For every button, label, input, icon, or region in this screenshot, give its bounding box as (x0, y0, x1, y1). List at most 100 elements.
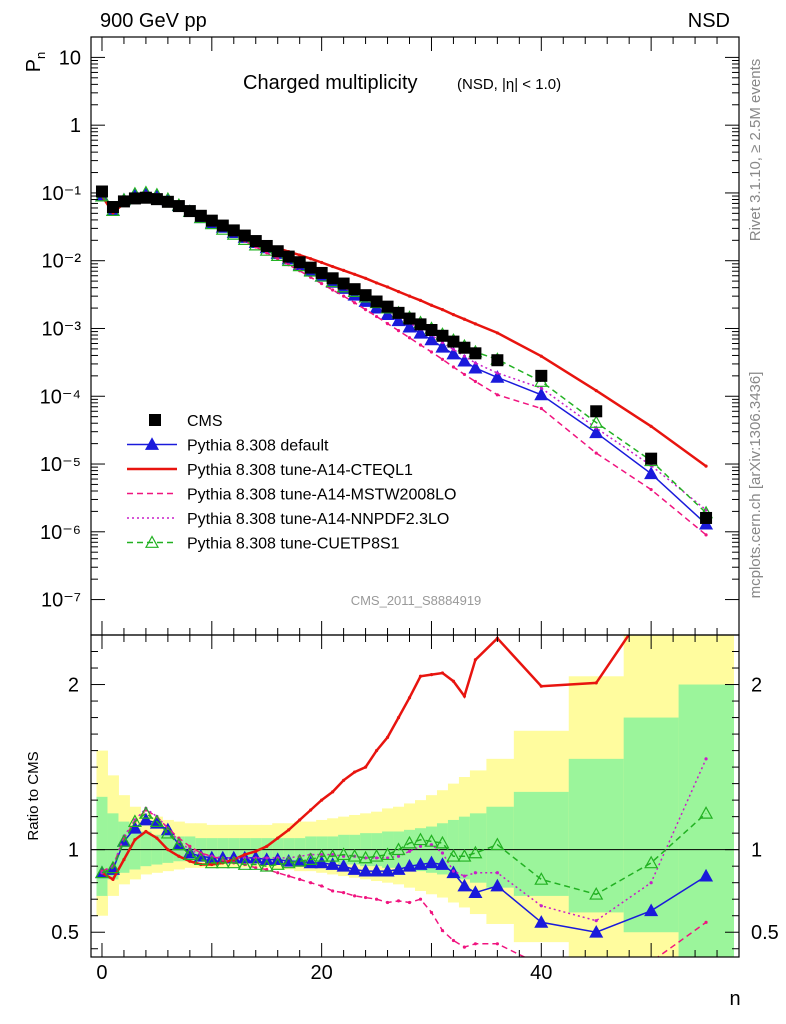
ratio-point (396, 854, 401, 858)
cms-data-point (370, 295, 383, 308)
ratio-point (594, 681, 598, 685)
inner-band-bin (96, 796, 108, 896)
ratio-point (276, 871, 280, 875)
cms-data-point (139, 191, 152, 204)
cms-data-point (271, 245, 284, 258)
ratio-point (210, 862, 214, 867)
data-point (298, 253, 302, 257)
cms-data-point (436, 329, 449, 342)
data-point (589, 415, 604, 428)
ratio-point (380, 863, 395, 877)
y-tick-label: 10⁻¹ (42, 183, 82, 205)
legend-label: Pythia 8.308 tune-A14-CTEQL1 (187, 462, 413, 479)
ratio-point (462, 694, 467, 698)
legend-item-pythia-8-308-default: Pythia 8.308 default (127, 437, 329, 455)
ratio-point (429, 843, 434, 847)
ratio-point (325, 849, 340, 862)
inner-band-bin (623, 717, 680, 933)
data-point (320, 281, 324, 286)
ratio-point (451, 679, 456, 683)
legend-marker (149, 414, 161, 426)
ratio-point (292, 853, 307, 867)
ratio-point (303, 852, 318, 865)
ratio-point (457, 849, 472, 862)
legend-label: Pythia 8.308 tune-A14-MSTW2008LO (187, 487, 456, 504)
ratio-point (133, 838, 137, 842)
inner-band-bin (140, 831, 152, 867)
ratio-point (380, 847, 395, 861)
ratio-uncertainty-bands (96, 635, 735, 957)
legend-item-cms: CMS (149, 413, 223, 430)
inner-band-bin (261, 838, 273, 860)
ratio-point (111, 877, 115, 881)
cms-data-point (315, 266, 328, 279)
data-point (363, 307, 368, 312)
legend-item-pythia-8-308-tune-a14-mstw2008lo: Pythia 8.308 tune-A14-MSTW2008LO (127, 487, 456, 504)
ratio-point (462, 874, 467, 878)
ratio-point (644, 903, 659, 917)
cms-data-point (282, 250, 295, 263)
ratio-point (451, 938, 456, 943)
ratio-point (155, 836, 159, 840)
cms-data-point (194, 209, 207, 222)
ratio-point (462, 945, 467, 949)
inner-band-bin (436, 823, 449, 875)
ratio-point (138, 812, 153, 826)
ratio-point (270, 857, 285, 870)
ratio-y-tick-label-right: 0.5 (751, 922, 779, 944)
ratio-point (594, 919, 598, 923)
ratio-point (298, 818, 302, 822)
data-point (342, 268, 346, 272)
ratio-point (149, 814, 164, 827)
ratio-point (391, 862, 406, 875)
ratio-y-tick-label: 0.5 (51, 922, 79, 944)
cms-data-point (238, 229, 251, 242)
inner-band-bin (129, 828, 141, 870)
ratio-point (385, 735, 390, 739)
data-point (385, 322, 390, 326)
data-point (451, 313, 456, 317)
data-point (594, 389, 598, 393)
ratio-point (699, 868, 714, 882)
cms-data-point (469, 347, 482, 360)
cms-data-point (359, 289, 372, 302)
ratio-point (374, 856, 379, 860)
ratio-point (105, 860, 120, 874)
inner-band-bin (206, 838, 218, 860)
y-tick-label: 10⁻⁵ (40, 454, 81, 476)
data-point (473, 379, 478, 384)
ratio-point (396, 899, 401, 903)
ratio-point (237, 857, 252, 870)
legend-label: Pythia 8.308 tune-A14-NNPDF2.3LO (187, 511, 449, 528)
ratio-point (418, 897, 423, 901)
ratio-point (374, 748, 379, 753)
data-point (539, 386, 543, 390)
data-point (320, 260, 324, 265)
ratio-point (418, 674, 423, 678)
ratio-plot-series (94, 635, 714, 957)
ratio-point (265, 867, 269, 872)
cms-data-point (337, 277, 350, 290)
ratio-point (352, 770, 357, 774)
ratio-point (495, 871, 499, 875)
inner-band-bin (458, 816, 471, 880)
data-point (440, 357, 445, 361)
inner-band-bin (678, 684, 735, 957)
data-point (331, 264, 335, 269)
ratio-point (402, 835, 417, 849)
header-left: 900 GeV pp (100, 10, 207, 32)
cms-data-point (106, 201, 119, 214)
cms-data-point (249, 235, 262, 248)
data-point (276, 257, 280, 261)
data-point (462, 354, 467, 358)
ratio-point (699, 806, 714, 819)
data-point (495, 393, 499, 397)
cms-data-point (326, 272, 339, 285)
ratio-point (265, 844, 269, 848)
ratio-point (314, 849, 329, 862)
ratio-y-tick-label-right: 1 (751, 840, 762, 862)
ratio-point (363, 895, 368, 900)
data-point (473, 322, 478, 326)
ratio-point (259, 858, 274, 872)
